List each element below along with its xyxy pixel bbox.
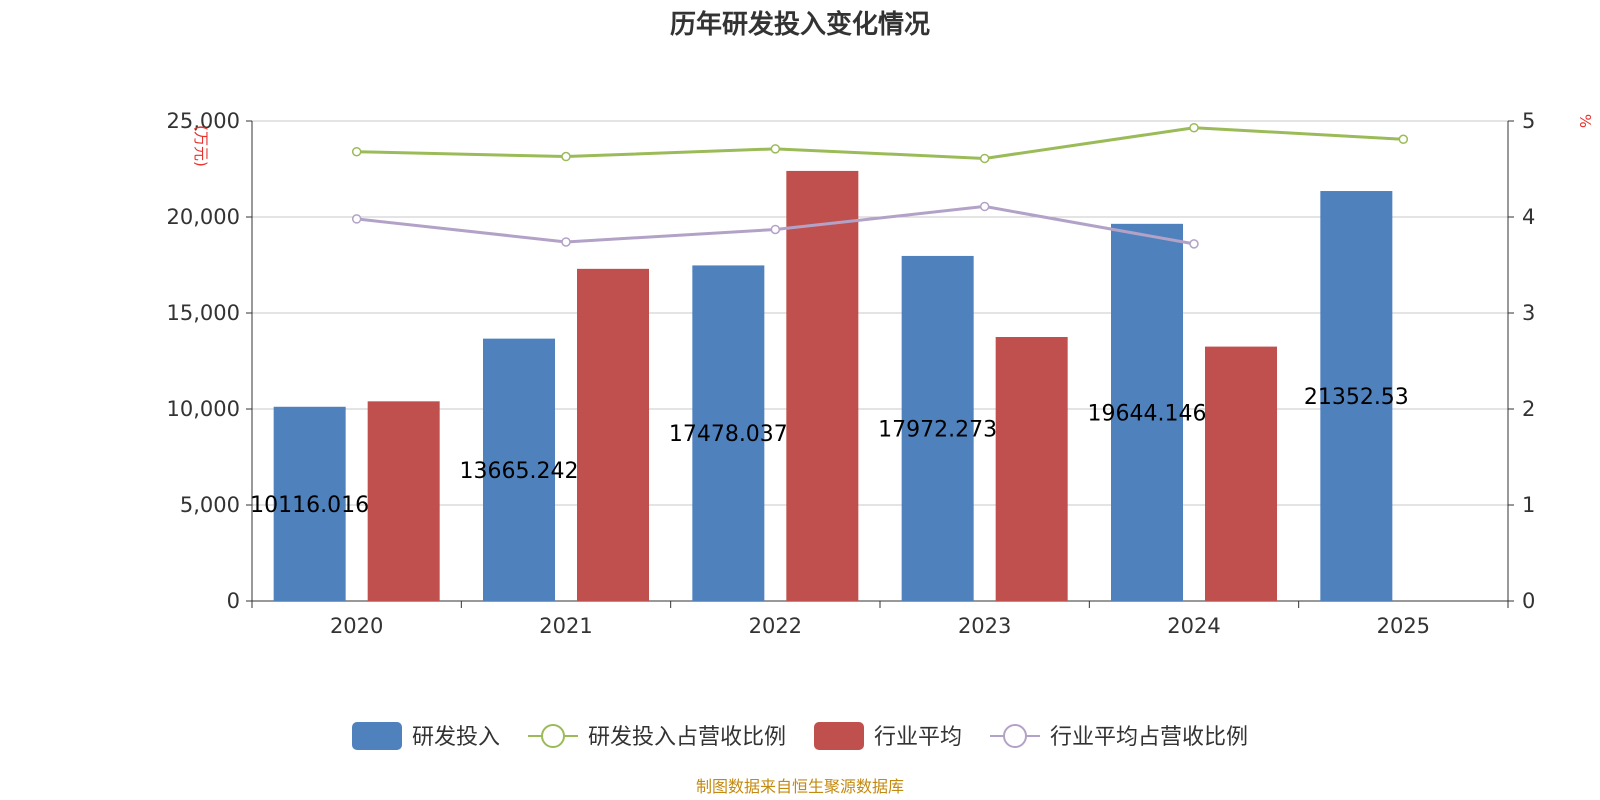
line-point <box>1189 122 1199 133</box>
bar <box>1111 223 1183 601</box>
data-labels: 10116.016 13665.242 17478.037 17972.273 1964… <box>250 385 1409 518</box>
bar <box>367 401 440 601</box>
legend-label: 行业平均占营收比例 <box>1050 725 1248 750</box>
bar-value-label: 19644.146 <box>1088 401 1207 426</box>
legend-label: 行业平均 <box>874 725 962 750</box>
line-point <box>1189 239 1199 249</box>
left-tick-label: 5,000 <box>180 493 240 517</box>
gridlines <box>252 120 1508 506</box>
right-tick-label: 3 <box>1522 301 1535 325</box>
chart-title: 历年研发投入变化情况 <box>670 9 930 40</box>
line-point <box>770 224 781 235</box>
line-point <box>979 201 990 212</box>
x-tick-label: 2022 <box>749 614 802 638</box>
left-tick-label: 0 <box>227 589 240 613</box>
line-point <box>351 214 362 224</box>
line-point <box>1398 134 1409 144</box>
left-tick-label: 10,000 <box>167 397 240 421</box>
right-tick-label: 1 <box>1522 493 1535 517</box>
bar <box>273 406 346 601</box>
line-point <box>351 146 362 157</box>
x-tick-label: 2023 <box>958 614 1011 638</box>
bar <box>786 170 859 602</box>
legend-marker <box>1003 724 1027 748</box>
legend[interactable]: 研发投入 研发投入占营收比例 行业平均 行业平均占营收比例 <box>352 722 1248 750</box>
legend-marker <box>541 724 565 748</box>
x-tick-label: 2020 <box>330 614 383 638</box>
line-point <box>561 237 571 247</box>
right-tick-label: 0 <box>1522 589 1535 613</box>
bar <box>995 337 1068 601</box>
x-tick-label: 2021 <box>539 614 592 638</box>
right-tick-label: 4 <box>1522 205 1535 229</box>
legend-swatch <box>814 722 864 750</box>
x-tick-label: 2025 <box>1377 614 1430 638</box>
line-point <box>979 153 990 164</box>
x-tick-label: 2024 <box>1167 614 1220 638</box>
left-tick-label: 20,000 <box>167 205 240 229</box>
bar-value-label: 13665.242 <box>460 459 579 484</box>
bar <box>1320 191 1393 601</box>
bar <box>577 268 649 601</box>
left-axis-unit: (万元) <box>192 125 210 167</box>
lines <box>351 122 1409 249</box>
bar-value-label: 21352.53 <box>1304 385 1409 410</box>
bars <box>273 170 1393 602</box>
bar-value-label: 17478.037 <box>669 422 788 447</box>
source-note: 制图数据来自恒生聚源数据库 <box>696 777 904 796</box>
bar <box>692 265 765 601</box>
right-tick-label: 2 <box>1522 397 1535 421</box>
axes: 0 5,000 10,000 15,000 20,000 25,000 0 1 2 3 4 5 2020… <box>167 109 1594 638</box>
left-tick-label: 25,000 <box>167 109 240 133</box>
legend-label: 研发投入占营收比例 <box>588 725 786 750</box>
bar <box>901 255 974 601</box>
right-axis-unit: % <box>1576 114 1594 128</box>
legend-swatch <box>352 722 402 750</box>
right-tick-label: 5 <box>1522 109 1535 133</box>
bar <box>1205 346 1277 601</box>
left-tick-label: 15,000 <box>167 301 240 325</box>
line-point <box>770 144 781 154</box>
legend-label: 研发投入 <box>412 725 500 750</box>
bar-value-label: 10116.016 <box>250 493 369 518</box>
bar <box>483 338 555 601</box>
series-line <box>356 126 1404 160</box>
bar-value-label: 17972.273 <box>878 417 997 442</box>
line-point <box>561 151 571 162</box>
